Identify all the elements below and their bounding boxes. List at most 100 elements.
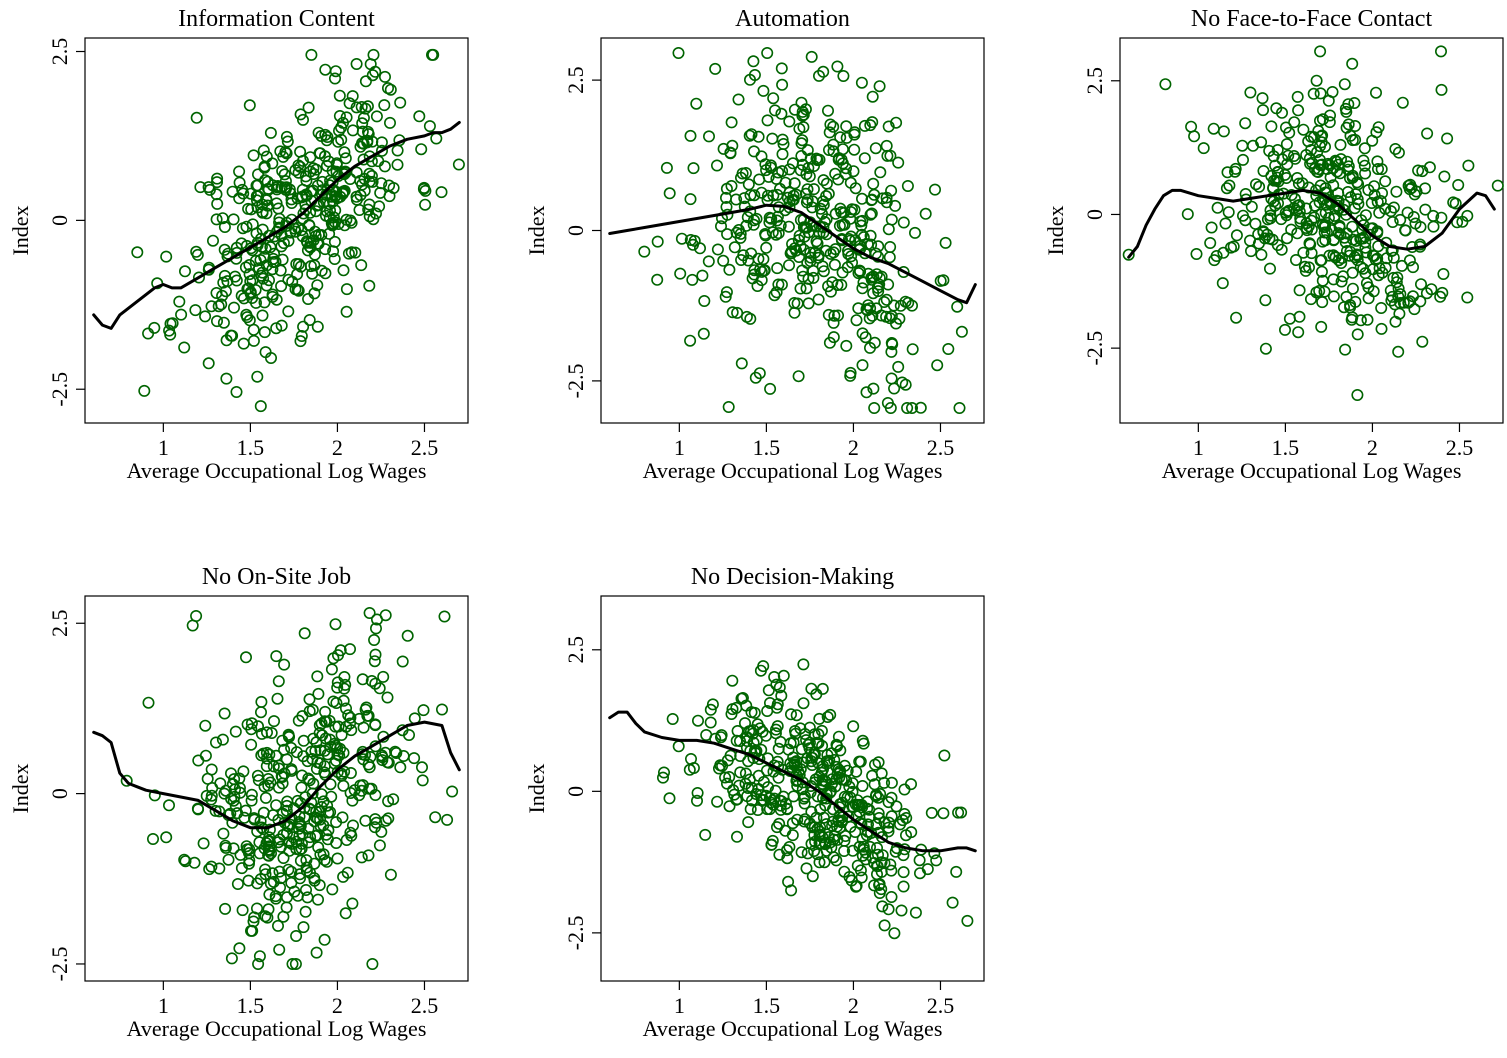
scatter-point xyxy=(802,297,815,310)
scatter-point xyxy=(205,300,218,313)
scatter-point xyxy=(1403,295,1416,308)
scatter-point xyxy=(1283,312,1296,325)
scatter-point xyxy=(864,208,877,221)
scatter-point xyxy=(355,259,368,272)
scatter-point xyxy=(229,799,242,812)
scatter-point xyxy=(340,305,353,318)
scatter-point xyxy=(704,703,717,716)
scatter-point xyxy=(872,756,885,769)
panel-title: No Face-to-Face Contact xyxy=(1191,6,1433,32)
scatter-point xyxy=(788,759,801,772)
scatter-point xyxy=(802,162,815,175)
scatter-point xyxy=(824,708,837,721)
scatter-point xyxy=(286,957,299,970)
scatter-point xyxy=(1372,163,1385,176)
scatter-point xyxy=(408,752,421,765)
scatter-point xyxy=(939,236,952,249)
scatter-point xyxy=(297,750,310,763)
y-tick-label: 0 xyxy=(47,215,72,226)
scatter-point xyxy=(284,187,297,200)
scatter-point xyxy=(435,703,448,716)
scatter-point xyxy=(1244,86,1257,99)
scatter-point xyxy=(759,229,772,242)
scatter-point xyxy=(219,285,232,298)
scatter-point xyxy=(832,173,845,186)
scatter-point xyxy=(220,372,233,385)
scatter-point xyxy=(831,309,844,322)
scatter-point xyxy=(835,153,848,166)
scatter-point xyxy=(357,721,370,734)
scatter-point xyxy=(350,193,363,206)
scatter-point xyxy=(830,820,843,833)
scatter-point xyxy=(856,359,869,372)
scatter-point xyxy=(795,150,808,163)
scatter-point xyxy=(233,165,246,178)
scatter-point xyxy=(300,174,313,187)
scatter-point xyxy=(1345,313,1358,326)
scatter-point xyxy=(905,299,918,312)
scatter-point xyxy=(748,189,761,202)
scatter-point xyxy=(792,370,805,383)
scatter-point xyxy=(846,844,859,857)
y-tick-label: 2.5 xyxy=(47,610,72,638)
scatter-point xyxy=(359,703,372,716)
scatter-point xyxy=(258,160,271,173)
scatter-point xyxy=(207,234,220,247)
scatter-point xyxy=(814,837,827,850)
scatter-point xyxy=(312,687,325,700)
scatter-point xyxy=(934,274,947,287)
scatter-point xyxy=(731,306,744,319)
scatter-point xyxy=(202,357,215,370)
scatter-point xyxy=(256,309,269,322)
scatter-point xyxy=(1257,104,1270,117)
scatter-point xyxy=(413,110,426,123)
scatter-point xyxy=(866,90,879,103)
scatter-point xyxy=(855,76,868,89)
scatter-point xyxy=(865,207,878,220)
scatter-point xyxy=(848,143,861,156)
scatter-point xyxy=(794,282,807,295)
x-axis-label: Average Occupational Log Wages xyxy=(127,458,427,483)
scatter-point xyxy=(760,764,773,777)
scatter-point xyxy=(1278,168,1291,181)
scatter-point xyxy=(834,131,847,144)
scatter-point xyxy=(812,69,825,82)
scatter-point xyxy=(264,351,277,364)
scatter-point xyxy=(913,854,926,867)
scatter-point xyxy=(346,90,359,103)
scatter-point xyxy=(702,255,715,268)
scatter-point xyxy=(867,382,880,395)
scatter-point xyxy=(199,719,212,732)
scatter-point xyxy=(835,233,848,246)
scatter-point xyxy=(1346,220,1359,233)
scatter-point xyxy=(872,240,885,253)
scatter-point xyxy=(763,696,776,709)
scatter-point xyxy=(373,839,386,852)
scatter-point xyxy=(757,660,770,673)
scatter-point xyxy=(885,776,898,789)
scatter-point xyxy=(860,386,873,399)
scatter-point xyxy=(1371,196,1384,209)
scatter-point xyxy=(882,796,895,809)
scatter-point xyxy=(310,805,323,818)
scatter-point xyxy=(243,268,256,281)
scatter-point xyxy=(951,300,964,313)
scatter-point xyxy=(864,229,877,242)
scatter-point xyxy=(203,863,216,876)
x-axis-label: Average Occupational Log Wages xyxy=(643,1016,943,1041)
scatter-point xyxy=(290,746,303,759)
scatter-point xyxy=(1389,315,1402,328)
scatter-point xyxy=(322,806,335,819)
scatter-point xyxy=(1346,282,1359,295)
scatter-point xyxy=(244,275,257,288)
scatter-point xyxy=(875,865,888,878)
y-axis-label: Index xyxy=(1043,205,1068,255)
scatter-point xyxy=(1314,45,1327,58)
scatter-point xyxy=(217,276,230,289)
scatter-point xyxy=(263,831,276,844)
scatter-point xyxy=(281,795,294,808)
scatter-point xyxy=(233,192,246,205)
scatter-point xyxy=(686,273,699,286)
